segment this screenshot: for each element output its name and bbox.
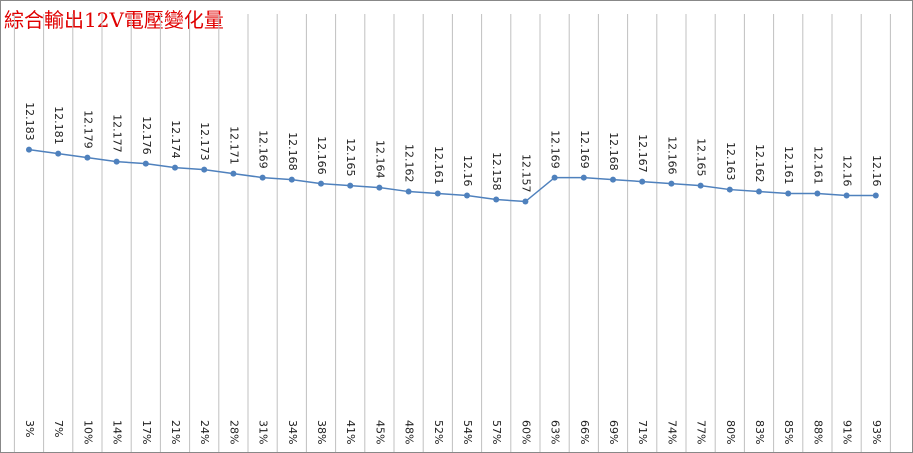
point [843, 192, 850, 199]
point [405, 188, 412, 195]
point [726, 186, 733, 193]
point [756, 188, 762, 195]
line [28, 148, 876, 203]
data-label: 12.166 [665, 136, 678, 175]
x-tick-label: 17% [140, 420, 153, 444]
point [142, 160, 149, 167]
x-tick-label: 80% [724, 420, 737, 444]
x-tick-label: 93% [870, 420, 883, 444]
x-tick-label: 91% [841, 420, 854, 444]
x-tick-label: 71% [636, 420, 649, 444]
point [26, 146, 32, 153]
x-tick-label: 14% [111, 420, 124, 444]
point [434, 190, 441, 197]
x-tick-label: 69% [607, 420, 620, 444]
x-tick-label: 28% [227, 420, 240, 444]
point [697, 182, 704, 189]
data-label: 12.169 [578, 130, 591, 169]
data-label: 12.16 [841, 155, 854, 187]
data-label: 12.162 [753, 144, 766, 183]
data-label: 12.165 [344, 138, 357, 177]
point [288, 176, 295, 183]
point [230, 170, 237, 177]
data-label: 12.16 [870, 155, 883, 187]
point [347, 182, 354, 189]
x-tick-label: 85% [782, 420, 795, 444]
x-tick-label: 54% [461, 420, 474, 444]
x-tick-label: 52% [432, 420, 445, 444]
point [639, 178, 646, 185]
data-label: 12.168 [286, 132, 299, 171]
x-tick-label: 41% [344, 420, 357, 444]
chart-title: 綜合輸出12V電壓變化量 [4, 8, 224, 32]
point [259, 174, 266, 181]
x-tick-label: 83% [753, 420, 766, 444]
point [84, 154, 91, 161]
point [493, 196, 500, 203]
point [55, 150, 62, 157]
x-tick-label: 48% [403, 420, 416, 444]
data-label: 12.171 [227, 126, 240, 165]
data-label: 12.16 [461, 155, 474, 187]
data-label: 12.165 [695, 138, 708, 177]
x-tick-label: 3% [23, 420, 36, 437]
x-tick-label: 10% [81, 420, 94, 444]
data-label: 12.166 [315, 136, 328, 175]
x-tick-label: 77% [695, 420, 708, 444]
data-label: 12.161 [811, 146, 824, 185]
point [785, 190, 792, 197]
data-label: 12.169 [257, 130, 270, 169]
data-label: 12.176 [140, 116, 153, 155]
x-tick-label: 7% [52, 420, 65, 437]
point [376, 184, 383, 191]
data-label: 12.161 [432, 146, 445, 185]
data-label: 12.164 [373, 140, 386, 179]
point [172, 164, 178, 171]
x-tick-label: 38% [315, 420, 328, 444]
data-label: 12.174 [169, 120, 182, 159]
data-label: 12.179 [81, 110, 94, 149]
point [113, 158, 120, 165]
point [872, 192, 879, 199]
data-label: 12.181 [52, 106, 65, 145]
x-tick-label: 31% [257, 420, 270, 444]
x-tick-label: 66% [578, 420, 591, 444]
point [522, 198, 529, 205]
point [610, 176, 616, 183]
data-label: 12.168 [607, 132, 620, 171]
x-tick-label: 24% [198, 420, 211, 444]
x-tick-label: 74% [665, 420, 678, 444]
point [668, 180, 675, 187]
x-tick-label: 21% [169, 420, 182, 444]
x-tick-label: 88% [811, 420, 824, 444]
data-label: 12.173 [198, 122, 211, 161]
data-label: 12.162 [403, 144, 416, 183]
data-label: 12.157 [519, 154, 532, 193]
x-tick-label: 57% [490, 420, 503, 444]
data-label: 12.163 [724, 142, 737, 181]
x-tick-label: 34% [286, 420, 299, 444]
point [580, 174, 587, 181]
data-label: 12.158 [490, 152, 503, 191]
data-label: 12.177 [111, 114, 124, 152]
point [551, 174, 558, 181]
data-label: 12.167 [636, 134, 649, 173]
point [201, 166, 208, 173]
point [318, 180, 324, 187]
point [814, 190, 821, 197]
x-tick-label: 60% [519, 420, 532, 444]
data-label: 12.161 [782, 146, 795, 185]
data-label: 12.169 [549, 130, 562, 169]
x-tick-label: 45% [373, 420, 386, 444]
point [464, 192, 470, 199]
data-label: 12.183 [23, 102, 36, 141]
x-tick-label: 63% [549, 420, 562, 444]
